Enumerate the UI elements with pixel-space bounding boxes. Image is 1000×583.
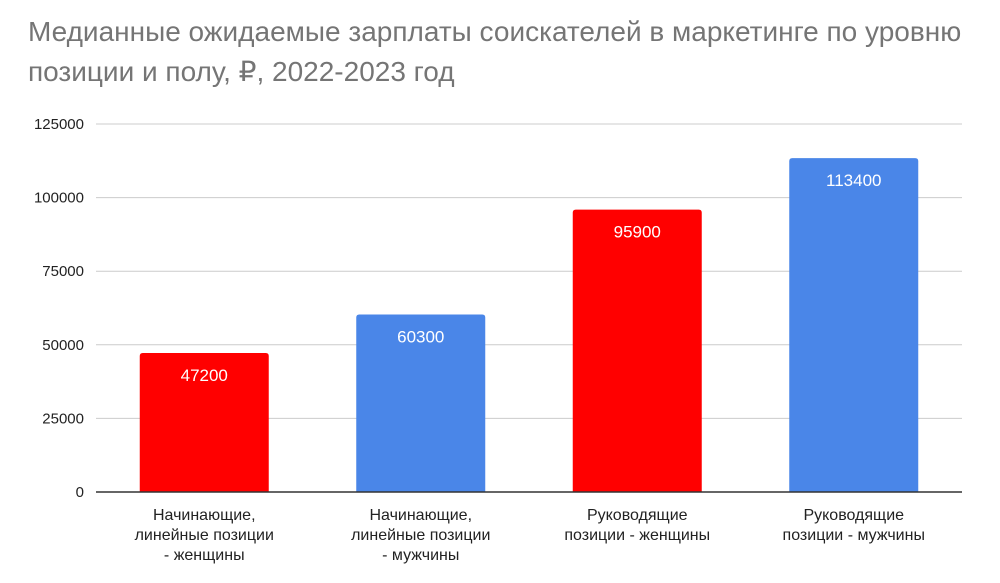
- bar-data-label: 95900: [614, 223, 661, 242]
- bar-data-label: 60300: [397, 327, 444, 346]
- y-tick-label: 25000: [42, 410, 84, 427]
- x-category-label: Руководящие: [803, 507, 904, 524]
- chart-title: Медианные ожидаемые зарплаты соискателей…: [28, 16, 962, 87]
- y-tick-label: 125000: [34, 116, 84, 133]
- x-category-label: позиции - мужчины: [783, 527, 925, 544]
- x-category-label: - мужчины: [382, 547, 459, 564]
- bar-data-label: 113400: [826, 171, 881, 190]
- x-category-label: линейные позиции: [351, 527, 490, 544]
- x-category-label: Руководящие: [587, 507, 688, 524]
- y-tick-label: 100000: [34, 190, 84, 207]
- bar: [572, 209, 702, 492]
- bar: [789, 158, 919, 493]
- bar-data-label: 47200: [181, 366, 228, 385]
- x-category-label: линейные позиции: [135, 527, 274, 544]
- y-tick-label: 50000: [42, 337, 84, 354]
- x-category-label: Начинающие,: [369, 507, 472, 524]
- x-category-label: Начинающие,: [153, 507, 256, 524]
- x-category-label: позиции - женщины: [564, 527, 710, 544]
- y-tick-label: 0: [76, 484, 84, 501]
- bar: [356, 314, 486, 492]
- y-tick-label: 75000: [42, 263, 84, 280]
- x-category-label: - женщины: [164, 547, 245, 564]
- bar: [139, 353, 269, 492]
